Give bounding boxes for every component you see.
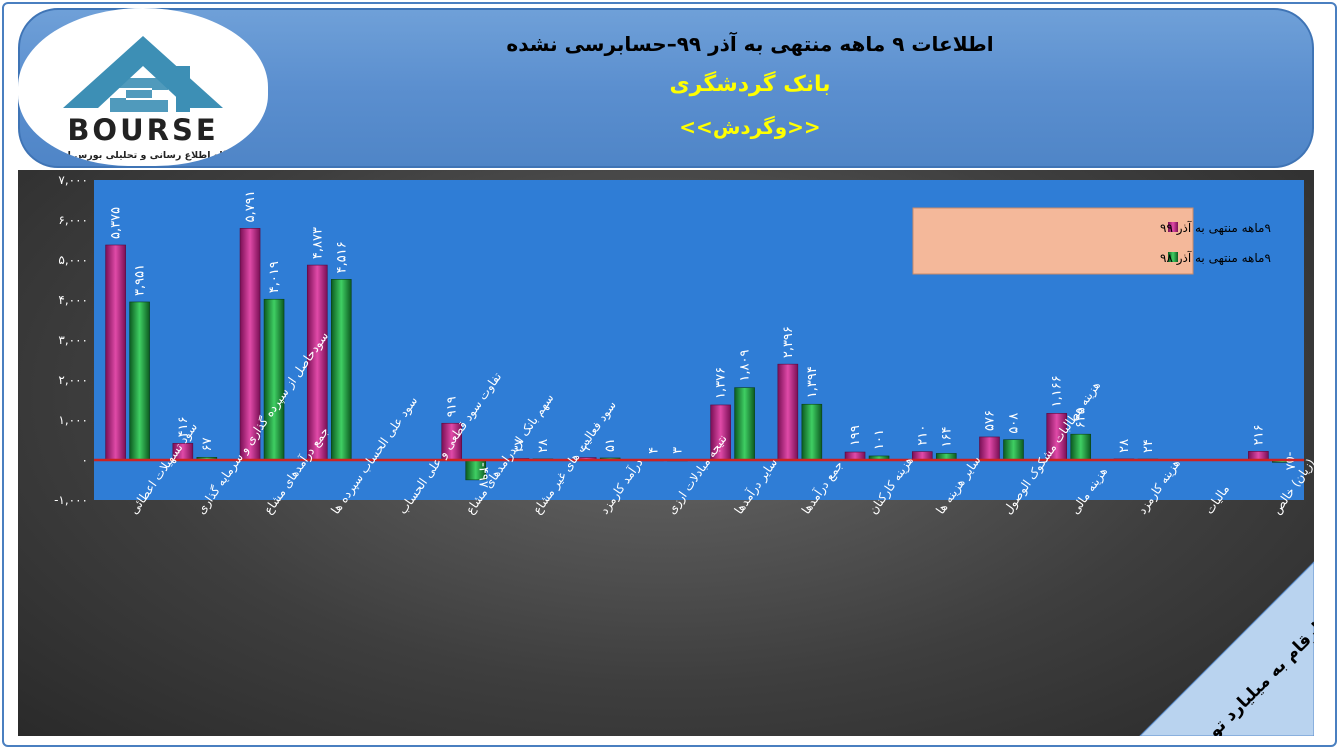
y-tick-label: ۶,۰۰۰ — [58, 213, 88, 227]
data-label-series1: ۲,۳۹۶ — [781, 326, 796, 358]
unit-note-box: ارقام به میلیارد تومان — [1138, 560, 1327, 751]
data-label-series1: ۱,۳۷۶ — [714, 367, 729, 399]
y-tick-label: ۰ — [82, 453, 88, 467]
y-tick-label: -۱,۰۰۰ — [54, 493, 88, 507]
data-label-series2: ۶۴۵ — [1074, 407, 1089, 428]
data-label-series1: ۱۹۹ — [848, 425, 863, 446]
data-label-series2: ۵۰۸ — [1007, 413, 1022, 434]
data-label-series2: -۴۹۷ — [476, 462, 491, 488]
legend-swatch-2 — [1168, 252, 1178, 262]
logo-graphic: BOURSE پایگاه اطلاع رسانی و تحلیلی بورس … — [47, 36, 239, 161]
bar-series2 — [1003, 439, 1024, 461]
chart-area: -۱,۰۰۰ ۰ ۱,۰۰۰ ۲,۰۰۰ ۳,۰۰۰ ۴,۰۰۰ ۵,۰۰۰ ۶,۰۰۰ ۷,۰… — [18, 170, 1333, 751]
data-label-series2: ۳,۹۵۱ — [133, 264, 148, 296]
y-tick-label: ۱,۰۰۰ — [58, 413, 88, 427]
legend-label-1: ۹ماهه منتهی به آذر ۹۹ — [1160, 220, 1271, 236]
data-label-series2: ۱۶۴ — [939, 426, 954, 447]
data-label-series1: ۵,۳۷۵ — [109, 207, 124, 239]
data-label-series1: ۲۸ — [1117, 439, 1132, 453]
ticker-symbol: <<وگردش>> — [679, 115, 821, 139]
data-label-series1: ۲۱۰ — [915, 425, 930, 446]
legend-label-2: ۹ماهه منتهی به آذر ۹۸ — [1160, 250, 1271, 266]
data-label-series2: ۱۰۱ — [872, 429, 887, 450]
y-tick-label: ۵,۰۰۰ — [58, 253, 88, 267]
company-name: بانک گردشگری — [669, 72, 831, 97]
y-tick-label: ۳,۰۰۰ — [58, 333, 88, 347]
logo-tagline: پایگاه اطلاع رسانی و تحلیلی بورس ایران — [47, 149, 239, 161]
data-label-series2: ۱,۳۹۴ — [805, 366, 820, 398]
bar-series2 — [734, 387, 755, 461]
data-label-series1: ۵,۷۹۱ — [243, 190, 258, 222]
data-label-series1: ۲۱۶ — [1251, 424, 1266, 445]
bar-series2 — [330, 279, 352, 461]
data-label-series1: ۵۷۶ — [983, 410, 998, 431]
bar-series2 — [1070, 433, 1092, 461]
bar-series1 — [777, 363, 799, 461]
bar-series1 — [1248, 451, 1269, 461]
data-label-series1: ۴ — [646, 447, 661, 454]
data-label-series2: ۵۱ — [603, 438, 618, 452]
data-label-series1: ۶۰ — [579, 438, 594, 452]
data-label-series2: ۳ — [670, 447, 685, 454]
data-label-series1: ۹۱۹ — [445, 396, 460, 417]
data-label-series2: ۱,۸۰۹ — [738, 350, 753, 382]
bar-series2 — [263, 298, 285, 461]
data-label-series2: ۶۷ — [200, 437, 215, 451]
data-label-series2: ۲۴ — [1141, 439, 1156, 453]
bar-series2 — [129, 301, 150, 461]
bar-series1 — [105, 244, 126, 461]
bar-series2 — [801, 403, 823, 461]
legend: ۹ماهه منتهی به آذر ۹۹ ۹ماهه منتهی به آذر… — [912, 207, 1271, 275]
bar-chart: -۱,۰۰۰ ۰ ۱,۰۰۰ ۲,۰۰۰ ۳,۰۰۰ ۴,۰۰۰ ۵,۰۰۰ ۶,۰۰۰ ۷,۰… — [54, 173, 1333, 751]
bar-series1 — [911, 451, 933, 461]
legend-swatch-1 — [1168, 222, 1178, 232]
bar-series1 — [979, 436, 1000, 461]
data-label-series1: ۴,۸۷۳ — [310, 227, 325, 259]
data-label-series2: ۴,۵۱۶ — [334, 241, 349, 273]
data-label-series2: ۴,۰۱۹ — [267, 261, 282, 293]
data-label-series1: ۱,۱۶۶ — [1050, 375, 1065, 407]
logo: BOURSE پایگاه اطلاع رسانی و تحلیلی بورس … — [18, 8, 268, 166]
data-label-series1: ۳۷ — [512, 439, 527, 453]
data-label-series2: ۲۸ — [536, 439, 551, 453]
logo-brand: BOURSE — [67, 113, 218, 147]
y-tick-label: ۷,۰۰۰ — [58, 173, 88, 187]
page-title: اطلاعات ۹ ماهه منتهی به آذر ۹۹–حسابرسی ن… — [506, 32, 994, 56]
y-tick-label: ۲,۰۰۰ — [58, 373, 88, 387]
data-label-series1: ۴۱۶ — [176, 416, 191, 437]
y-tick-label: ۴,۰۰۰ — [58, 293, 88, 307]
